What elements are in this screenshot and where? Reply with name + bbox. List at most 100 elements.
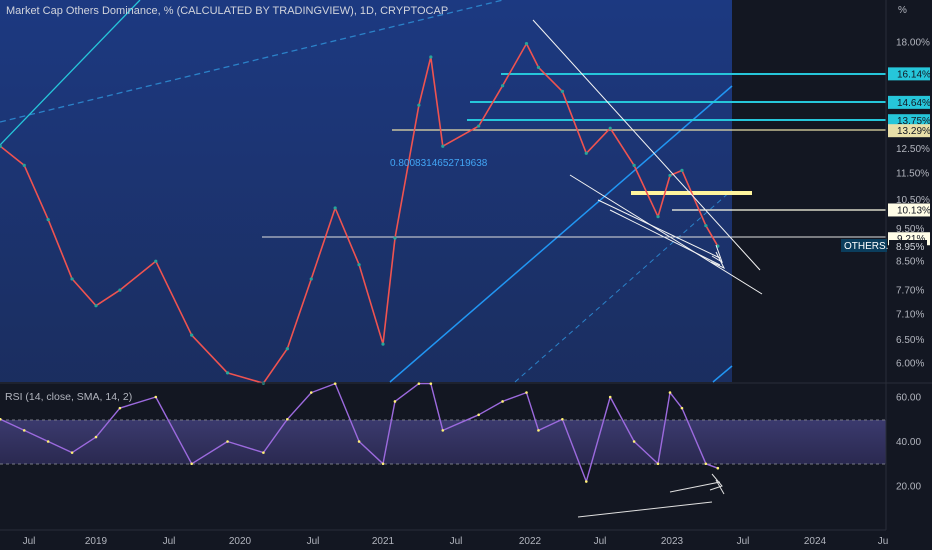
price-point <box>190 333 194 337</box>
price-point <box>0 144 2 148</box>
rsi-point <box>190 462 193 466</box>
time-tick-label: Jul <box>307 536 320 547</box>
price-point <box>22 163 26 167</box>
price-badge-text: 13.75% <box>897 116 931 127</box>
channel-lower-solid-line[interactable] <box>712 365 733 383</box>
rsi-tick-label: 20.00 <box>896 482 921 493</box>
price-badge-text: 9.21% <box>897 234 925 245</box>
wedge-line-2[interactable] <box>609 209 721 266</box>
rsi-title: RSI (14, close, SMA, 14, 2) <box>5 391 133 403</box>
price-tick-label: 18.00% <box>896 38 930 49</box>
price-tick-label: 7.10% <box>896 309 924 320</box>
price-point <box>94 304 98 308</box>
rsi-point <box>226 440 229 443</box>
price-point <box>417 103 421 107</box>
price-axis[interactable]: 18.00% 16.14% 14.64% 13.75%13.29% 12.50% 11.5… <box>888 38 931 370</box>
time-tick-label: Jul <box>163 536 176 547</box>
time-tick-label: 2020 <box>229 536 252 547</box>
symbol-tag: OTHERS.D <box>844 241 896 252</box>
time-axis[interactable]: Jul 2019 Jul 2020 Jul 2021 Jul 2022 Jul 2023 Jul 20… <box>23 536 889 547</box>
price-point <box>381 342 385 346</box>
time-tick-label: Jul <box>594 536 607 547</box>
rsi-point <box>704 462 708 466</box>
lower-trend-line[interactable] <box>569 174 763 295</box>
wedge-line-1[interactable] <box>597 199 721 259</box>
time-tick-label: 2021 <box>372 536 395 547</box>
price-tick-label: 7.70% <box>896 286 924 297</box>
channel-upper-solid-line[interactable] <box>0 0 141 146</box>
rsi-axis[interactable]: 60.00 40.00 20.00 <box>896 393 921 493</box>
rsi-point <box>393 400 397 403</box>
rsi-point <box>477 413 480 417</box>
price-point <box>357 263 361 267</box>
rsi-point <box>501 400 504 403</box>
time-tick-label: 2024 <box>804 536 827 547</box>
downtrend-line[interactable] <box>532 19 761 271</box>
rsi-point <box>429 382 433 385</box>
chart-title: Market Cap Others Dominance, % (CALCULAT… <box>6 5 449 17</box>
rsi-point <box>656 462 660 466</box>
price-point <box>393 236 397 240</box>
price-unit-label: % <box>898 5 907 16</box>
channel-lower-dashed-line[interactable] <box>514 189 733 383</box>
rsi-tick-label: 60.00 <box>896 393 921 404</box>
price-tick-label: 6.50% <box>896 335 924 346</box>
projection-area <box>0 0 732 382</box>
price-point <box>656 215 660 219</box>
rsi-point <box>680 406 684 410</box>
rsi-point <box>632 440 636 443</box>
time-tick-label: Jul <box>23 536 36 547</box>
price-tick-label: 9.50% <box>896 224 924 235</box>
annotation-label[interactable]: 0.8008314652719638 <box>390 158 488 169</box>
price-badge <box>888 203 930 217</box>
time-tick-label: Ju <box>878 536 889 547</box>
price-badge <box>888 124 930 138</box>
price-point <box>680 168 684 172</box>
time-tick-label: 2022 <box>519 536 542 547</box>
price-point <box>441 144 445 148</box>
price-series <box>0 42 720 385</box>
rsi-divergence-line-2[interactable] <box>669 481 721 493</box>
channel-mid-line[interactable] <box>389 85 733 383</box>
rsi-point <box>668 391 672 394</box>
price-point <box>536 65 541 70</box>
rsi-point <box>46 440 50 443</box>
price-point <box>704 224 708 228</box>
price-badge <box>888 67 930 81</box>
price-point <box>225 371 230 375</box>
rsi-point <box>584 480 588 483</box>
rsi-point <box>70 451 74 454</box>
rsi-point <box>94 435 98 439</box>
rsi-point <box>417 382 421 385</box>
price-point <box>524 42 529 46</box>
rsi-point <box>333 382 337 385</box>
price-point <box>668 173 672 178</box>
price-tick-label: 10.50% <box>896 195 930 206</box>
time-tick-label: Jul <box>737 536 750 547</box>
price-point <box>584 151 588 155</box>
price-point <box>429 55 433 59</box>
last-value-label: 8.95% <box>896 242 924 253</box>
arrow-heads <box>710 244 726 270</box>
rsi-divergence-line[interactable] <box>577 501 713 518</box>
price-point <box>70 277 74 281</box>
price-tick-label: 11.50% <box>896 168 929 179</box>
rsi-point <box>22 429 26 432</box>
rsi-point <box>309 391 313 394</box>
price-badge <box>888 114 930 128</box>
rsi-point <box>154 395 158 399</box>
price-tick-label: 12.50% <box>896 144 930 155</box>
rsi-point <box>286 417 289 421</box>
rsi-point <box>357 440 361 443</box>
time-tick-label: 2023 <box>661 536 684 547</box>
rsi-point <box>537 429 540 432</box>
rsi-band-area <box>0 420 886 464</box>
rsi-series <box>0 382 720 483</box>
price-point <box>608 126 612 130</box>
price-point <box>285 347 289 351</box>
channel-upper-line[interactable] <box>0 0 504 123</box>
price-point <box>154 259 158 263</box>
price-point <box>560 89 564 94</box>
price-tick-label: 6.00% <box>896 359 924 370</box>
